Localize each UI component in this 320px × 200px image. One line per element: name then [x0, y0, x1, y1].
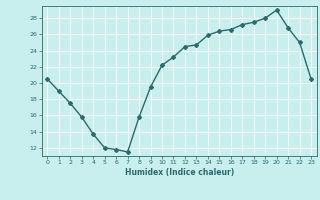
X-axis label: Humidex (Indice chaleur): Humidex (Indice chaleur)	[124, 168, 234, 177]
